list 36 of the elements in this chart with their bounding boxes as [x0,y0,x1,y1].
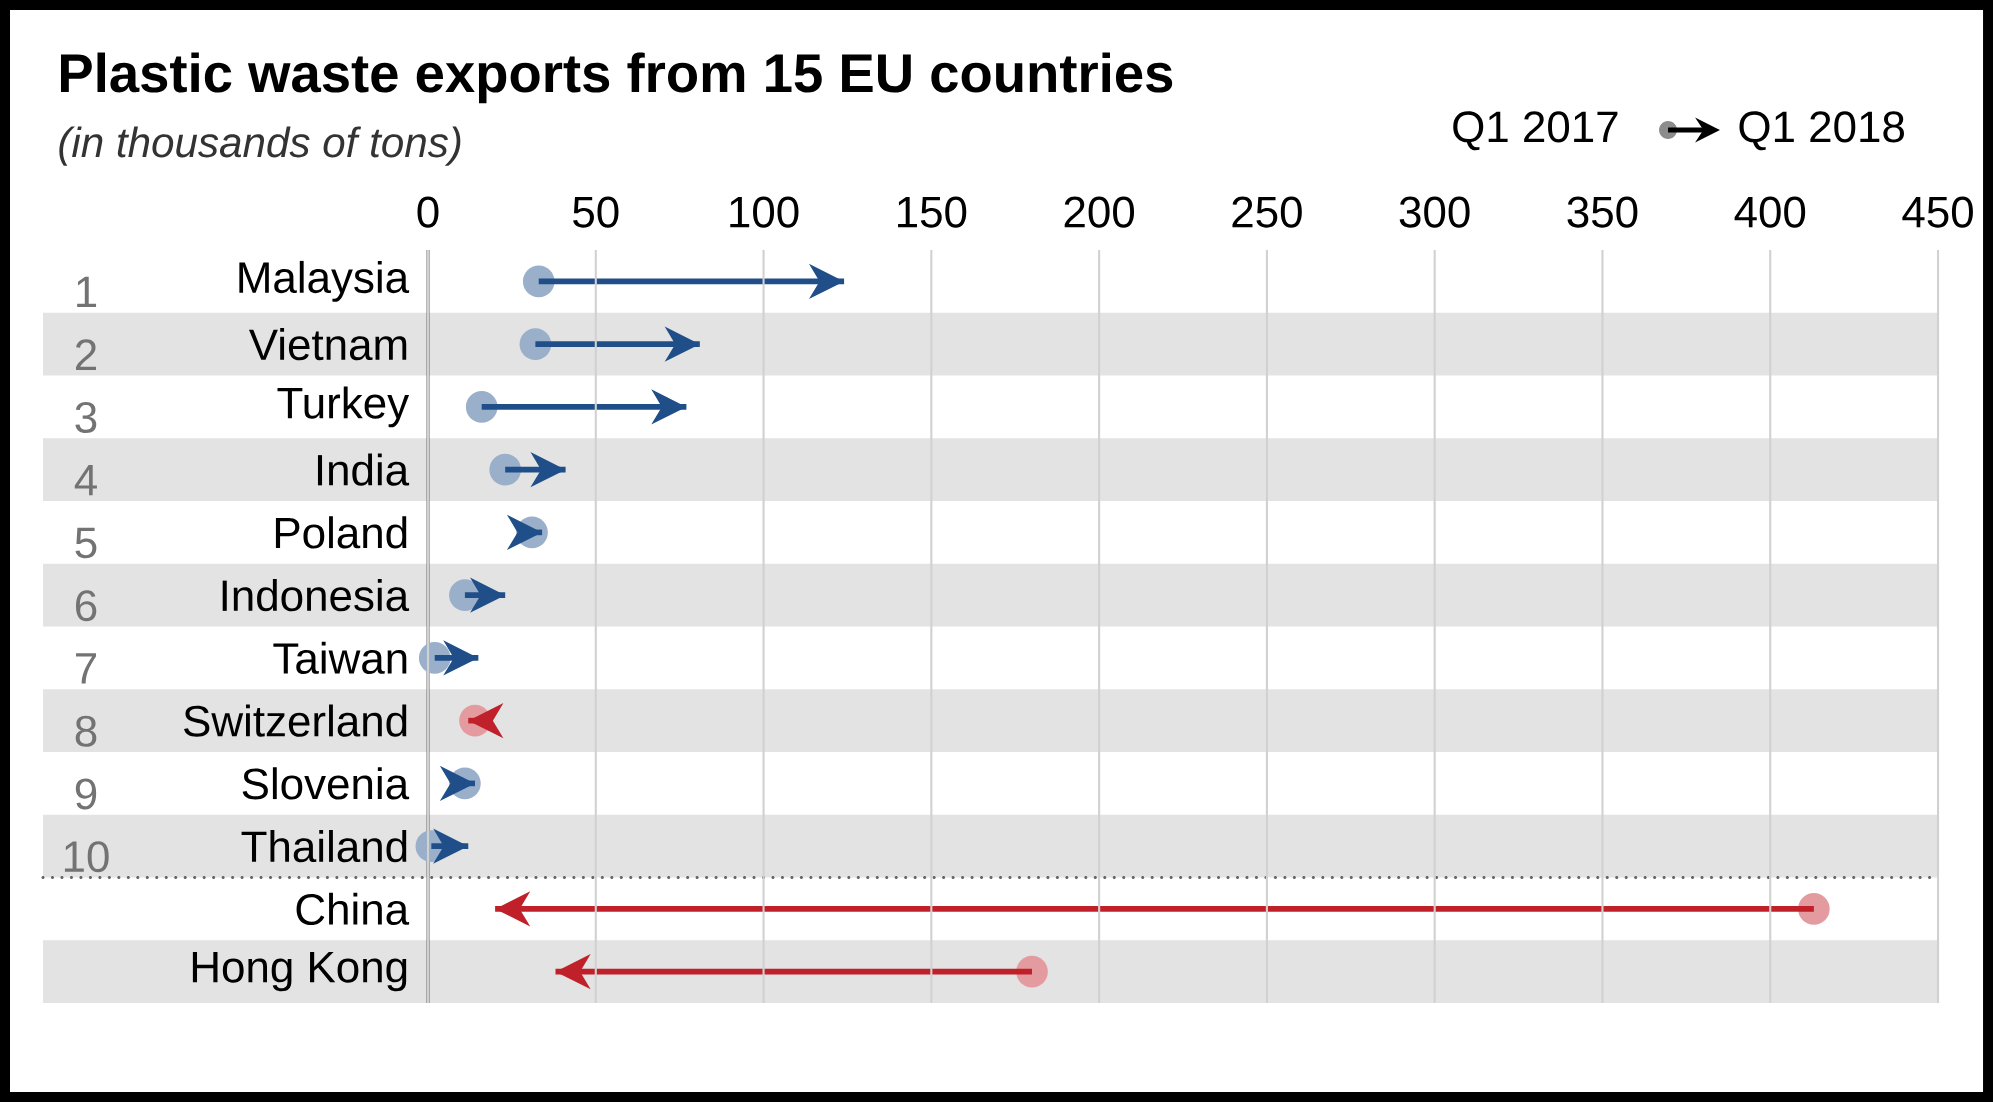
text: 8 [75,715,97,747]
text: 9 [75,778,97,810]
y-tick-label: Poland [275,516,407,549]
x-tick-label: 150 [898,196,967,228]
y-tick-label: Vietnam [248,327,407,361]
chart-subtitle: (in thousands of tons) [59,126,461,166]
y-tick-label: Thailand [241,829,407,863]
chart-title: Plastic waste exports from 15 EU countries [60,52,1173,104]
text: 7 [76,653,96,684]
y-tick-label: Malaysia [239,260,410,302]
x-tick-label: 350 [1567,196,1638,228]
y-tick-label: Slovenia [242,767,410,800]
text: 10 [64,841,109,873]
x-tick-label: 200 [1064,196,1135,228]
text: Q1 2017 [1453,111,1618,151]
text: 6 [75,590,97,622]
y-tick-label: India [317,453,410,486]
x-tick-label: 300 [1399,196,1470,228]
x-tick-label: 0 [417,196,439,228]
text: Q1 2018 [1739,111,1904,151]
text: 3 [75,401,97,433]
text: 1 [77,276,97,308]
x-tick-label: 400 [1734,196,1806,228]
x-tick-label: 100 [730,196,799,228]
x-tick-label: 450 [1902,196,1973,228]
y-tick-label: Turkey [277,386,410,428]
y-tick-label: Switzerland [184,704,407,737]
y-tick-label: Taiwan [273,641,407,675]
text: 5 [75,527,97,559]
y-tick-label: Hong Kong [192,951,407,992]
y-tick-label: China [296,892,410,926]
x-tick-label: 50 [573,196,619,228]
y-tick-label: Indonesia [222,578,410,612]
text: 2 [75,339,96,371]
text: 4 [74,465,97,496]
x-tick-label: 250 [1232,196,1302,228]
